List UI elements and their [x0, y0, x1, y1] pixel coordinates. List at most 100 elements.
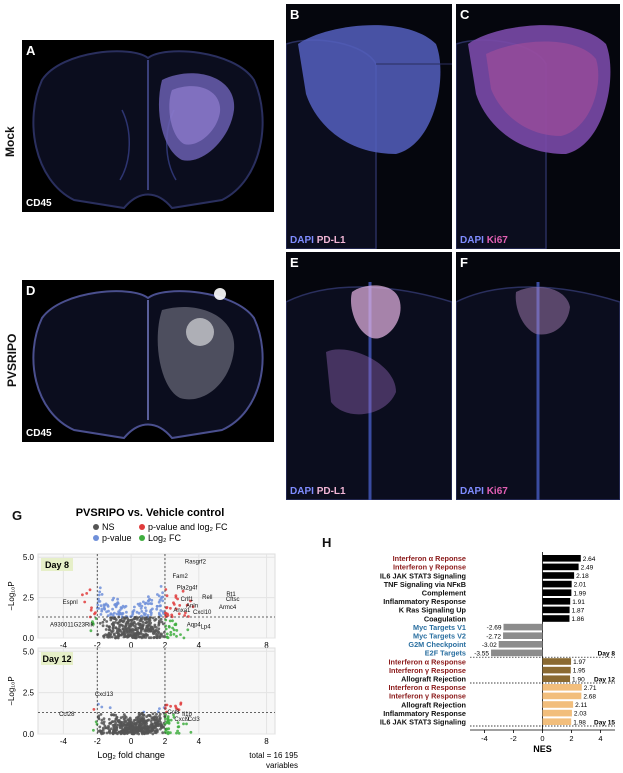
gene-label: A930011G23Rik [50, 623, 95, 629]
gene-label: Il1b [182, 712, 192, 718]
volcano-point [138, 604, 142, 608]
nes-bar [503, 623, 543, 631]
volcano-point [189, 730, 193, 734]
volcano-point [144, 621, 148, 624]
gene-label: Ccl28 [59, 712, 75, 718]
nes-bar [542, 580, 572, 588]
volcano-point [177, 731, 181, 735]
volcano-point [145, 715, 149, 718]
volcano-point [121, 627, 125, 630]
volcano-point [161, 595, 165, 599]
volcano-point [186, 628, 190, 632]
volcano-point [96, 606, 99, 610]
volcano-point [144, 609, 148, 613]
micrograph-panel-e: E DAPI PD-L1 [286, 252, 452, 500]
volcano-point [92, 728, 95, 732]
volcano-point [113, 603, 117, 607]
value-label: -3.02 [482, 642, 497, 649]
volcano-point [94, 617, 98, 620]
volcano-point [131, 633, 135, 637]
volcano-point [105, 620, 109, 623]
dapi-label: DAPI [460, 486, 484, 497]
group-label: Day 15 [594, 720, 615, 727]
volcano-point [185, 722, 188, 726]
gene-label: Ccl8 [167, 710, 180, 716]
volcano-point [127, 721, 131, 725]
row-label-pvsripo: PVSRIPO [5, 333, 19, 387]
volcano-point [142, 600, 145, 604]
dapi-label: DAPI [460, 235, 484, 246]
value-label: 1.95 [573, 668, 586, 675]
volcano-point [90, 606, 93, 610]
volcano-point [114, 635, 117, 638]
volcano-point [101, 726, 105, 730]
volcano-point [161, 599, 165, 603]
volcano-point [160, 723, 163, 727]
gene-label: Aqp4 [187, 623, 202, 629]
gene-label: Ccl3 [188, 717, 201, 723]
brain-section-mock-ki67 [456, 4, 620, 249]
value-label: 2.18 [576, 573, 589, 580]
gene-label: Cxcl13 [95, 692, 114, 698]
volcano-point [106, 635, 109, 639]
volcano-point [107, 625, 111, 629]
volcano-point [174, 706, 178, 710]
value-label: 2.71 [584, 685, 597, 692]
volcano-point [174, 596, 178, 599]
volcano-point [177, 708, 181, 712]
volcano-point [113, 632, 116, 636]
volcano-point [109, 727, 113, 731]
volcano-point [165, 606, 168, 610]
value-label: 2.03 [574, 711, 587, 718]
legend-label: NS [102, 522, 115, 532]
volcano-point [92, 708, 96, 711]
y-tick-label: 2.5 [23, 689, 35, 698]
legend-marker [93, 535, 99, 541]
volcano-point [107, 632, 111, 635]
volcano-point [174, 607, 178, 611]
volcano-point [158, 712, 162, 716]
nes-bar [542, 675, 571, 682]
volcano-point [178, 604, 182, 607]
volcano-point [108, 722, 111, 725]
stain-label-b: DAPI PD-L1 [290, 235, 346, 246]
nes-bar [542, 572, 575, 579]
volcano-point [137, 713, 141, 717]
volcano-point [97, 716, 100, 720]
volcano-point [143, 618, 147, 621]
value-label: 2.11 [575, 702, 588, 709]
volcano-point [175, 731, 178, 735]
volcano-point [98, 600, 102, 603]
stain-label-e: DAPI PD-L1 [290, 486, 346, 497]
volcano-point [114, 721, 117, 725]
panel-letter-b: B [290, 7, 300, 22]
volcano-point [139, 632, 142, 636]
volcano-point [153, 623, 157, 627]
volcano-point [134, 632, 138, 636]
row-label-mock: Mock [3, 126, 17, 157]
volcano-point [124, 731, 128, 734]
term-label: IL6 JAK STAT3 Signaling [380, 571, 466, 580]
volcano-point [117, 632, 120, 635]
volcano-point [149, 720, 153, 723]
volcano-point [139, 617, 143, 621]
volcano-point [136, 725, 140, 729]
volcano-point [163, 635, 167, 639]
volcano-point [159, 635, 162, 639]
term-label: Inflammatory Response [383, 709, 466, 718]
x-tick-label: 2 [163, 641, 168, 650]
nes-bar-chart: Interferon α Reponse 2.64 Interferon γ Rep… [380, 552, 615, 754]
value-label: 2.49 [581, 565, 594, 572]
volcano-point [124, 634, 128, 638]
x-tick-label: 0 [129, 737, 134, 746]
volcano-point [104, 633, 107, 637]
volcano-point [101, 620, 105, 624]
volcano-point [124, 716, 128, 719]
gene-label: Anxa1 [173, 608, 191, 614]
gene-label: Rell [202, 595, 212, 601]
term-label: Inflammatory Response [383, 597, 466, 606]
volcano-point [134, 626, 138, 629]
y-tick-label: 5.0 [23, 647, 35, 656]
volcano-point [182, 722, 185, 726]
volcano-point [129, 618, 133, 622]
